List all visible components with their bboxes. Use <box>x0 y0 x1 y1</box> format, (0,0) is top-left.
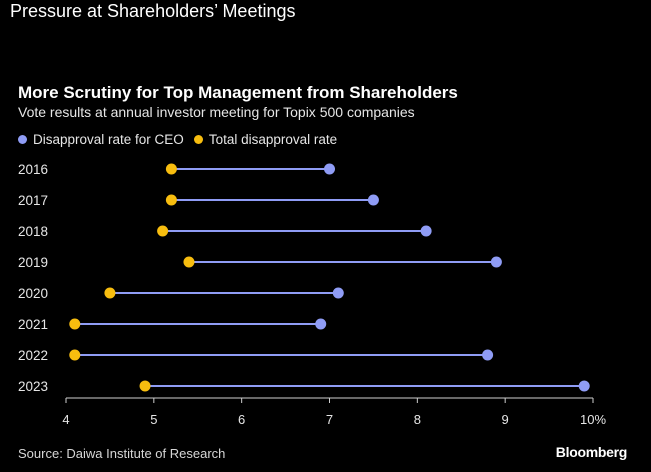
x-tick-label: 9 <box>502 412 509 427</box>
legend-label-ceo: Disapproval rate for CEO <box>33 132 184 147</box>
year-label: 2019 <box>18 255 48 270</box>
ceo-disapproval-dot <box>324 163 335 175</box>
x-tick-label: 5 <box>150 412 157 427</box>
legend-item-ceo: Disapproval rate for CEO <box>18 132 184 147</box>
ceo-disapproval-dot <box>420 225 432 237</box>
total-disapproval-dot <box>139 380 151 392</box>
x-tick-label: 7 <box>326 412 333 427</box>
legend: Disapproval rate for CEO Total disapprov… <box>18 132 347 147</box>
source-note: Source: Daiwa Institute of Research <box>18 446 226 461</box>
x-tick-label: 6 <box>238 412 245 427</box>
legend-item-total: Total disapproval rate <box>193 132 338 147</box>
ceo-disapproval-dot <box>367 194 379 206</box>
year-label: 2022 <box>18 348 48 363</box>
x-tick-label: 4 <box>62 412 69 427</box>
ceo-disapproval-dot <box>490 256 502 268</box>
total-disapproval-dot <box>69 318 81 330</box>
chart-subtitle: Vote results at annual investor meeting … <box>18 104 415 120</box>
ceo-disapproval-dot <box>578 380 590 392</box>
total-disapproval-dot <box>165 194 177 206</box>
headline: Pressure at Shareholders’ Meetings <box>10 1 296 21</box>
bloomberg-logo: Bloomberg <box>555 444 628 460</box>
year-label: 2020 <box>18 286 48 301</box>
year-label: 2023 <box>18 379 48 394</box>
legend-swatch-ceo <box>18 135 27 144</box>
year-label: 2018 <box>18 224 48 239</box>
total-disapproval-dot <box>165 163 177 175</box>
ceo-disapproval-dot <box>332 287 344 299</box>
total-disapproval-dot <box>183 256 195 268</box>
year-label: 2016 <box>18 162 48 177</box>
year-label: 2017 <box>18 193 48 208</box>
legend-swatch-total <box>193 135 203 144</box>
ceo-disapproval-dot <box>482 349 494 361</box>
x-tick-label: 10% <box>580 412 606 427</box>
x-tick-label: 8 <box>414 412 421 427</box>
total-disapproval-dot <box>157 225 169 237</box>
chart-title: More Scrutiny for Top Management from Sh… <box>18 83 458 102</box>
ceo-disapproval-dot <box>315 318 327 330</box>
year-label: 2021 <box>18 317 48 332</box>
legend-label-total: Total disapproval rate <box>208 132 338 147</box>
total-disapproval-dot <box>69 349 81 361</box>
total-disapproval-dot <box>104 287 116 299</box>
